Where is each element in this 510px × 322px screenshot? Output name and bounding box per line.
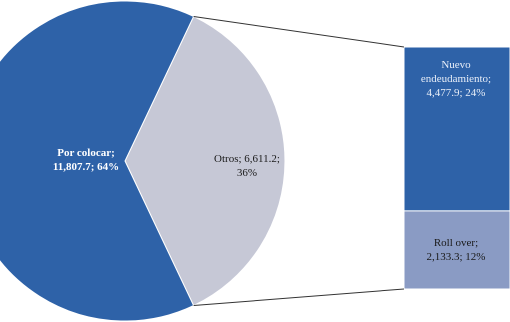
bar-label-nuevo-endeudamiento: Nuevo endeudamiento; 4,477.9; 24% bbox=[421, 59, 491, 99]
slice-label-otros: Otros; 6,611.2; 36% bbox=[214, 153, 280, 179]
nuevo-label-line2: endeudamiento; bbox=[421, 73, 491, 85]
bar-label-roll-over: Roll over; 2,133.3; 12% bbox=[427, 237, 486, 263]
por-colocar-label-line1: Por colocar; bbox=[57, 147, 115, 159]
pie-slice-otros bbox=[124, 15, 286, 307]
connector-lines bbox=[193, 15, 405, 307]
otros-label-line2: 36% bbox=[237, 167, 257, 179]
breakdown-bar-group bbox=[403, 46, 510, 290]
pie-slice-por-colocar bbox=[0, 0, 195, 322]
bar-segment-nuevo-endeudamiento bbox=[403, 46, 510, 212]
slice-label-por-colocar: Por colocar; 11,807.7; 64% bbox=[53, 147, 119, 173]
nuevo-label-line3: 4,477.9; 24% bbox=[427, 87, 486, 99]
rollover-label-line1: Roll over; bbox=[434, 237, 478, 249]
otros-label-line1: Otros; 6,611.2; bbox=[214, 153, 280, 165]
connector-top bbox=[193, 15, 405, 48]
rollover-label-line2: 2,133.3; 12% bbox=[427, 251, 486, 263]
connector-bottom bbox=[193, 288, 405, 307]
por-colocar-label-line2: 11,807.7; 64% bbox=[53, 161, 119, 173]
bar-segment-roll-over bbox=[403, 210, 510, 290]
nuevo-label-line1: Nuevo bbox=[441, 59, 471, 71]
pie-group bbox=[0, 0, 286, 322]
